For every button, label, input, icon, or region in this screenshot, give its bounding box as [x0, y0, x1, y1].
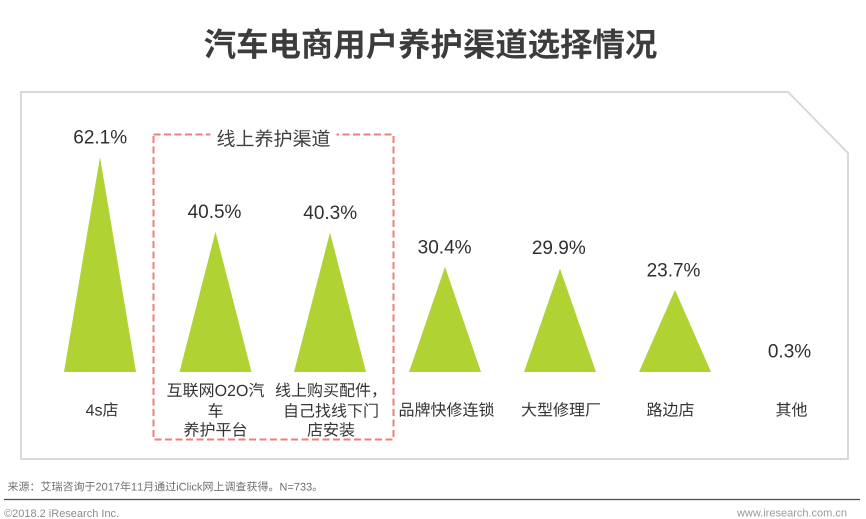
- svg-text:30.4%: 30.4%: [418, 237, 472, 258]
- svg-text:www.iresearch.com.cn: www.iresearch.com.cn: [736, 508, 847, 519]
- svg-text:29.9%: 29.9%: [532, 238, 586, 259]
- svg-text:40.3%: 40.3%: [303, 203, 357, 224]
- svg-text:©2018.2 iResearch Inc.: ©2018.2 iResearch Inc.: [4, 508, 119, 519]
- svg-text:62.1%: 62.1%: [73, 128, 127, 149]
- svg-text:23.7%: 23.7%: [647, 260, 701, 281]
- svg-text:40.5%: 40.5%: [188, 202, 242, 223]
- svg-text:0.3%: 0.3%: [768, 341, 811, 362]
